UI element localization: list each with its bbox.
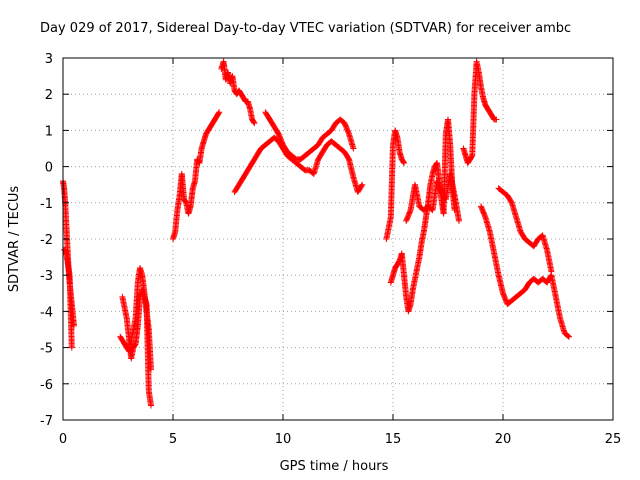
- y-tick-label: -4: [40, 305, 53, 320]
- y-tick-label: 3: [45, 52, 53, 67]
- y-tick-label: 1: [45, 124, 53, 139]
- y-tick-label: 0: [45, 161, 53, 176]
- x-tick-label: 20: [495, 432, 512, 447]
- data-point: [68, 344, 75, 351]
- data-point: [251, 120, 258, 127]
- y-axis-label: SDTVAR / TECUs: [7, 186, 22, 293]
- chart-title: Day 029 of 2017, Sidereal Day-to-day VTE…: [40, 21, 571, 36]
- data-point: [359, 181, 366, 188]
- data-point: [566, 333, 572, 340]
- series-seg9: [403, 170, 462, 224]
- series-seg12: [495, 185, 555, 275]
- x-tick-label: 10: [275, 432, 292, 447]
- y-tick-label: -7: [40, 414, 53, 429]
- grid-lines: [63, 58, 613, 420]
- data-points: [60, 58, 572, 409]
- x-tick-label: 5: [169, 432, 177, 447]
- y-tick-label: -1: [40, 197, 53, 212]
- axis-ticks: [62, 57, 614, 421]
- x-axis-label: GPS time / hours: [280, 459, 389, 474]
- plot-frame: [62, 57, 614, 421]
- data-point: [548, 268, 555, 275]
- y-tick-label: -2: [40, 233, 53, 248]
- y-tick-label: 2: [45, 88, 53, 103]
- series-seg11: [478, 203, 572, 340]
- data-point: [493, 116, 500, 123]
- x-tick-label: 0: [59, 432, 67, 447]
- data-point: [358, 182, 365, 189]
- data-point: [215, 110, 222, 117]
- series-seg1b: [61, 246, 75, 351]
- x-tick-label: 15: [385, 432, 402, 447]
- series-seg2b: [119, 286, 154, 409]
- data-point: [456, 217, 462, 224]
- x-tick-label: 25: [605, 432, 622, 447]
- series-seg7: [383, 127, 407, 242]
- data-point: [565, 333, 572, 340]
- series-seg10: [460, 58, 500, 166]
- series-seg6: [262, 109, 357, 163]
- y-tick-label: -3: [40, 269, 53, 284]
- data-point: [250, 119, 257, 126]
- series-seg4: [218, 58, 258, 127]
- data-point: [400, 159, 407, 166]
- data-point: [216, 109, 223, 116]
- data-point: [401, 159, 407, 166]
- data-point: [148, 402, 154, 409]
- y-tick-labels: -7 -6 -5 -4 -3 -2 -1 0 1 2 3: [40, 52, 53, 429]
- series-seg3: [170, 109, 223, 242]
- y-tick-label: -5: [40, 342, 53, 357]
- x-tick-labels: 0 5 10 15 20 25: [59, 432, 621, 447]
- data-point: [350, 145, 357, 152]
- series-seg5: [231, 134, 366, 195]
- y-tick-label: -6: [40, 378, 53, 393]
